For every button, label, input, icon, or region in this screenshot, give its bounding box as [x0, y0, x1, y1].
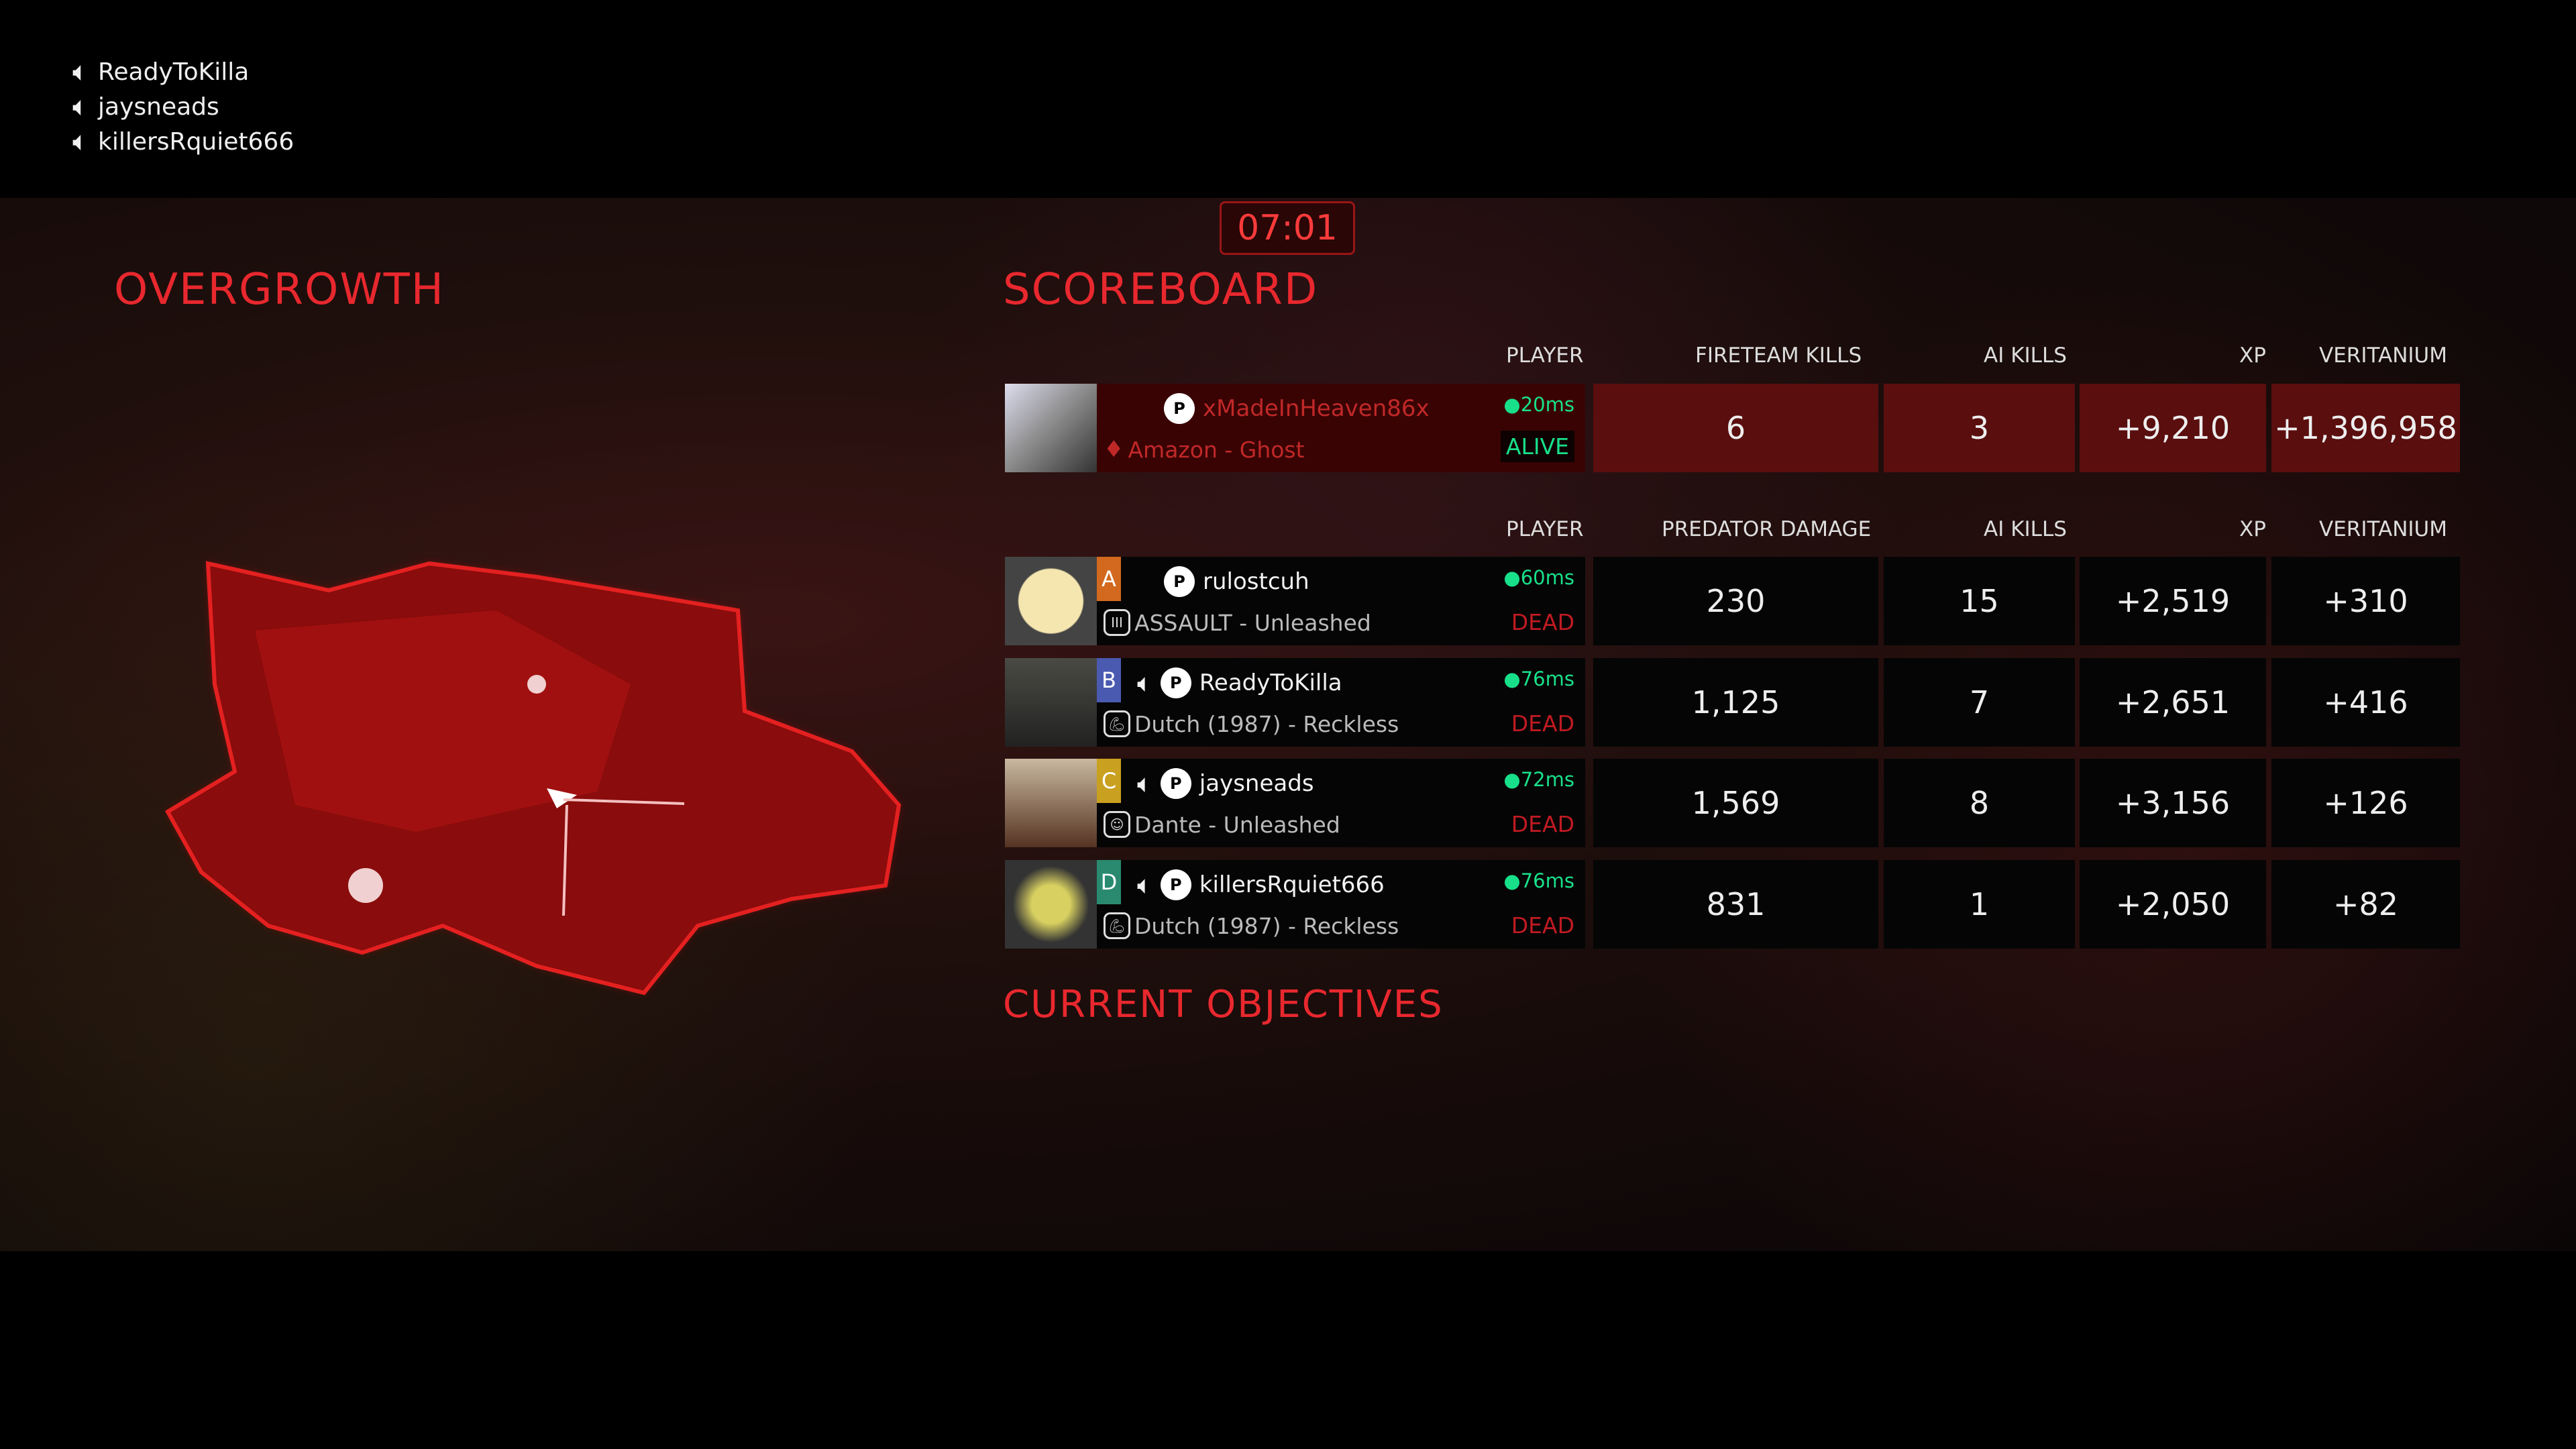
squad-letter-badge: C: [1097, 759, 1121, 803]
player-class: ♦ Amazon - Ghost: [1104, 436, 1305, 463]
header-player: PLAYER: [1506, 343, 1584, 368]
avatar: [1005, 658, 1097, 747]
playstation-icon: P: [1160, 869, 1191, 900]
status-badge: DEAD: [1511, 811, 1574, 837]
veritanium: +310: [2271, 557, 2460, 645]
predator-icon: [348, 868, 383, 903]
minimap: [164, 561, 902, 996]
veritanium: +416: [2271, 658, 2460, 747]
player-class: 💪︎ Dutch (1987) - Reckless: [1104, 912, 1399, 939]
ai-kills: 7: [1884, 658, 2075, 747]
xp: +3,156: [2080, 759, 2266, 847]
speaker-icon: 🔈︎: [1137, 768, 1152, 798]
xp: +2,519: [2080, 557, 2266, 645]
speaker-icon: 🔈︎: [72, 126, 89, 157]
predator-damage: 230: [1593, 557, 1878, 645]
ping: ●76ms: [1503, 869, 1574, 892]
status-badge: DEAD: [1511, 912, 1574, 938]
objectives-title: CURRENT OBJECTIVES: [1003, 983, 1444, 1026]
match-timer: 07:01: [1220, 201, 1355, 255]
predator-damage: 831: [1593, 860, 1878, 949]
playstation-icon: P: [1164, 393, 1195, 424]
status-badge: DEAD: [1511, 710, 1574, 737]
predator-damage: 1,125: [1593, 658, 1878, 747]
ping: ●20ms: [1503, 393, 1574, 416]
veritanium: +126: [2271, 759, 2460, 847]
predator-class-icon: ♦: [1104, 436, 1124, 463]
header-xp: XP: [2239, 343, 2266, 368]
header-veritanium: VERITANIUM: [2319, 343, 2447, 368]
header-player: PLAYER: [1506, 517, 1584, 541]
ping: ●76ms: [1503, 667, 1574, 690]
status-badge: DEAD: [1511, 609, 1574, 635]
voice-chat-item: 🔈︎ killersRquiet666: [72, 126, 294, 157]
class-icon: ☺: [1104, 811, 1130, 838]
fireteam-kills: 6: [1593, 384, 1878, 472]
skull-icon: [527, 675, 546, 694]
class-icon: III: [1104, 609, 1130, 636]
player-class: III ASSAULT - Unleashed: [1104, 609, 1371, 636]
xp: +9,210: [2080, 384, 2266, 472]
speaker-icon: 🔈︎: [72, 56, 89, 87]
xp: +2,651: [2080, 658, 2266, 747]
playstation-icon: P: [1164, 566, 1195, 597]
playstation-icon: P: [1160, 768, 1191, 799]
ai-kills: 3: [1884, 384, 2075, 472]
avatar: [1005, 384, 1097, 472]
playstation-icon: P: [1160, 667, 1191, 698]
voice-name: jaysneads: [98, 93, 219, 121]
header-xp: XP: [2239, 517, 2266, 541]
scoreboard-title: SCOREBOARD: [1003, 265, 1319, 315]
class-icon: 💪︎: [1104, 912, 1130, 939]
fireteam-row[interactable]: B 🔈︎ P ReadyToKilla 💪︎ Dutch (1987) - Reckl…: [1005, 658, 2460, 747]
map-title: OVERGROWTH: [114, 265, 445, 315]
ping: ●60ms: [1503, 566, 1574, 589]
speaker-icon: 🔈︎: [72, 91, 89, 122]
header-ai-kills: AI KILLS: [1984, 517, 2067, 541]
veritanium: +82: [2271, 860, 2460, 949]
voice-chat-item: 🔈︎ ReadyToKilla: [72, 56, 249, 87]
avatar: [1005, 557, 1097, 645]
player-class: 💪︎ Dutch (1987) - Reckless: [1104, 710, 1399, 737]
voice-name: ReadyToKilla: [98, 58, 250, 86]
header-veritanium: VERITANIUM: [2319, 517, 2447, 541]
player-marker-icon: [547, 788, 577, 808]
squad-letter-badge: B: [1097, 658, 1121, 702]
speaker-icon: 🔈︎: [1137, 869, 1152, 900]
squad-letter-badge: D: [1097, 860, 1121, 904]
speaker-icon: 🔈︎: [1137, 667, 1152, 698]
player-class: ☺ Dante - Unleashed: [1104, 811, 1340, 838]
predator-damage: 1,569: [1593, 759, 1878, 847]
veritanium: +1,396,958: [2271, 384, 2460, 472]
ai-kills: 15: [1884, 557, 2075, 645]
ping: ●72ms: [1503, 768, 1574, 791]
player-info: B 🔈︎ P ReadyToKilla 💪︎ Dutch (1987) - Reckl…: [1097, 658, 1585, 747]
header-predator-damage: PREDATOR DAMAGE: [1662, 517, 1872, 541]
avatar: [1005, 860, 1097, 949]
class-icon: 💪︎: [1104, 710, 1130, 737]
ai-kills: 1: [1884, 860, 2075, 949]
player-name: 🔈︎ P ReadyToKilla: [1137, 667, 1342, 698]
squad-letter-badge: A: [1097, 557, 1121, 601]
voice-name: killersRquiet666: [98, 127, 294, 156]
voice-chat-item: 🔈︎ jaysneads: [72, 91, 219, 122]
avatar: [1005, 759, 1097, 847]
header-ai-kills: AI KILLS: [1984, 343, 2067, 368]
xp: +2,050: [2080, 860, 2266, 949]
status-badge: ALIVE: [1500, 431, 1574, 462]
ai-kills: 8: [1884, 759, 2075, 847]
header-fireteam-kills: FIRETEAM KILLS: [1695, 343, 1862, 368]
